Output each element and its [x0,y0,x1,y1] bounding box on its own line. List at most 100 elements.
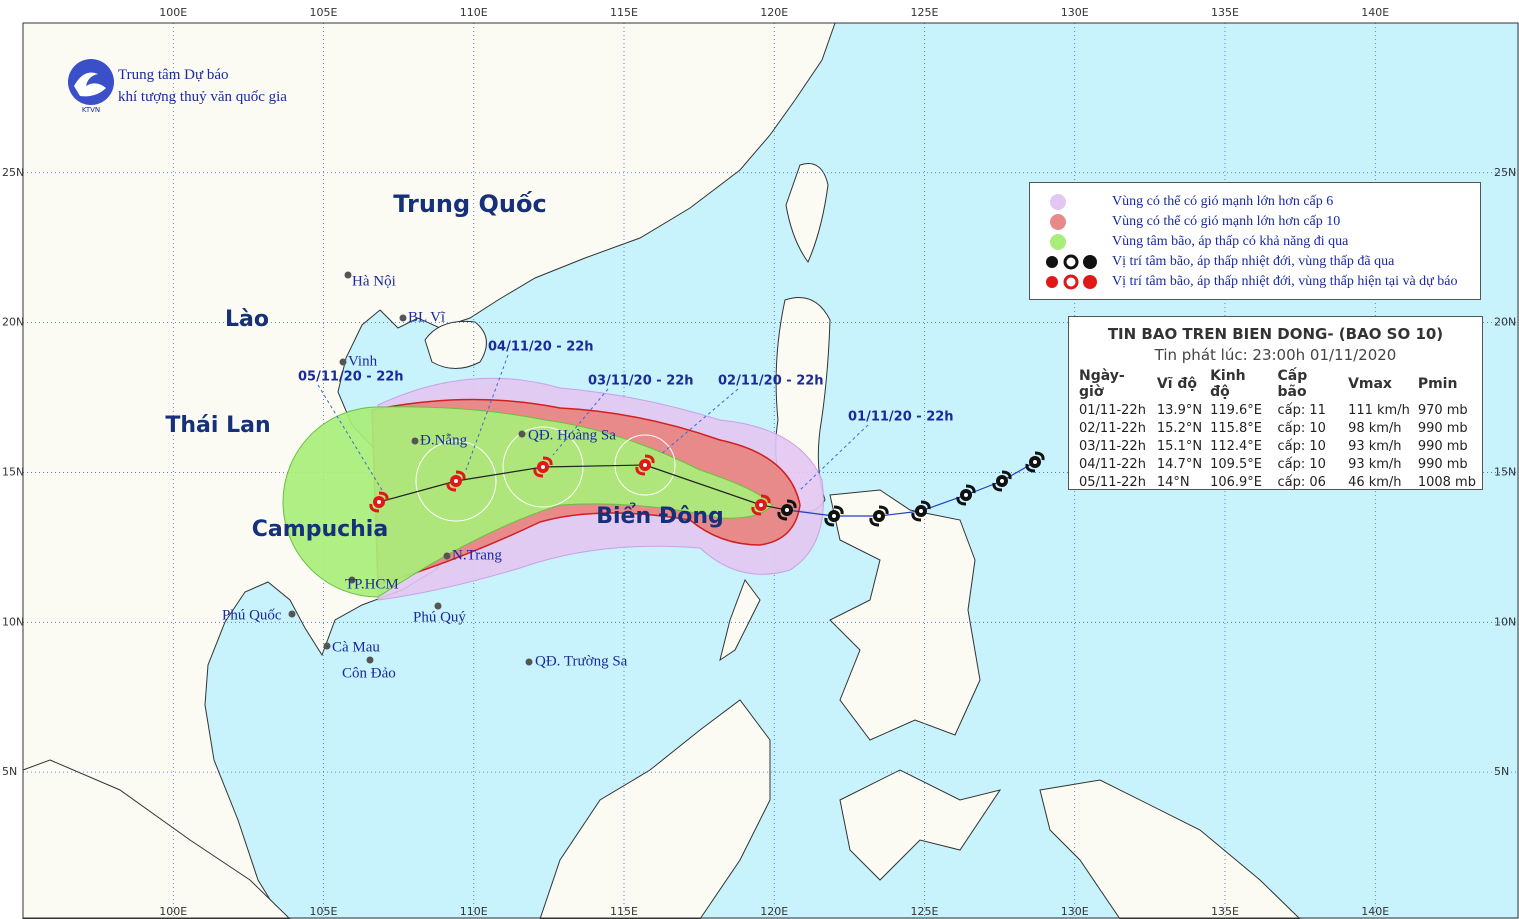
column-header: Ngày-giờ [1079,368,1125,400]
table-cell: 119.6°E [1210,403,1262,418]
legend-swatch [1046,274,1097,290]
land [719,578,761,662]
lon-tick-label: 100E [159,6,187,19]
table-row: 03/11-22h 15.1°N 112.4°E cấp: 10 93 km/h 990 … [1077,438,1482,456]
place-dot [411,437,419,445]
past-position-arm [777,499,797,521]
table-cell: cấp: 10 [1277,457,1326,472]
column-header: Cấp bão [1277,368,1308,400]
info-box: TIN BAO TREN BIEN DONG- (BAO SO 10) Tin … [1068,316,1483,490]
zone-track [282,406,773,598]
forecast-position-eye [541,465,545,469]
forecast-position [369,491,389,513]
forecast-position-eye [759,503,763,507]
lat-tick-label: 20N [2,316,24,329]
org-name: khí tượng thuỷ văn quốc gia [118,89,287,105]
time-stamp: 01/11/20 - 22h [848,410,954,425]
table-cell: 98 km/h [1348,421,1402,436]
time-stamp: 05/11/20 - 22h [298,370,404,385]
lat-tick-label: 25N [1494,166,1516,179]
lon-tick-label: 120E [760,6,788,19]
past-position [777,499,797,521]
place-dot [399,314,407,322]
column-header: Vmax [1348,376,1392,392]
table-cell: cấp: 10 [1277,439,1326,454]
logo: KTVN [68,59,114,114]
table-body: 01/11-22h 13.9°N 119.6°E cấp: 11 111 km/h 970… [1077,402,1482,492]
land [424,320,487,369]
legend-label: Vùng tâm bão, áp thấp có khả năng đi qua [1112,234,1349,249]
past-position-eye [964,493,968,497]
place-dot [434,602,442,610]
legend-swatch [1046,254,1097,270]
legend-item: Vị trí tâm bão, áp thấp nhiệt đới, vùng … [1040,252,1394,272]
lat-tick-label: 25N [2,166,24,179]
org-name: Trung tâm Dự báo [118,67,229,83]
country-label: Thái Lan [165,413,270,438]
lon-tick-label: 125E [911,905,939,918]
forecast-position-arm [635,454,655,476]
table-cell: 15.1°N [1156,439,1203,454]
past-position-eye [785,508,789,512]
table-cell: 01/11-22h [1079,403,1146,418]
legend-label: Vùng có thể có gió mạnh lớn hơn cấp 6 [1112,194,1334,209]
column-header: Vĩ độ [1156,376,1198,392]
lon-tick-label: 140E [1361,905,1389,918]
place-label: Hà Nội [352,273,396,289]
forecast-position-arm [533,456,553,478]
table-cell: 1008 mb [1417,475,1476,490]
past-position [911,500,931,522]
place-label: Côn Đảo [342,665,396,681]
land [829,489,981,741]
leader-line [552,388,609,456]
legend-label: Vị trí tâm bão, áp thấp nhiệt đới, vùng … [1112,254,1395,269]
land [1039,779,1301,919]
forecast-circle [502,426,584,508]
table-cell: 990 mb [1417,457,1468,472]
place-dot [348,576,356,584]
header-row: Ngày-giờ Vĩ độ Kinh độ Cấp bão Vmax Pmin [1077,368,1482,402]
lon-tick-label: 105E [310,6,338,19]
place-label: TP.HCM [345,576,399,592]
past-position-arm [911,500,931,522]
place-dot [366,656,374,664]
land [539,699,771,919]
table-cell: 93 km/h [1348,439,1402,454]
place-dot [288,610,296,618]
info-title: TIN BAO TREN BIEN DONG- (BAO SO 10) [1107,325,1444,343]
logo-text: KTVN [82,106,100,114]
forecast-position-eye [377,500,381,504]
info-table: Ngày-giờ Vĩ độ Kinh độ Cấp bão Vmax Pmin 01/11… [1077,368,1482,492]
table-cell: 14.7°N [1156,457,1203,472]
past-position-eye [877,514,881,518]
place-dot [323,642,331,650]
lat-tick-label: 10N [2,615,24,628]
lat-tick-label: 10N [1494,615,1516,628]
table-cell: 109.5°E [1210,457,1262,472]
table-cell: 93 km/h [1348,457,1402,472]
country-label: Biển Đông [596,503,724,529]
forecast-circle [415,440,497,522]
table-cell: 990 mb [1417,439,1468,454]
place-label: QĐ. Hoàng Sa [528,427,616,443]
forecast-position [635,454,655,476]
past-position [869,505,889,527]
table-row: 05/11-22h 14°N 106.9°E cấp: 06 46 km/h 1008 m… [1077,474,1482,492]
table-row: 04/11-22h 14.7°N 109.5°E cấp: 10 93 km/h 990 … [1077,456,1482,474]
past-position-eye [1000,479,1004,483]
legend-label: Vùng có thể có gió mạnh lớn hơn cấp 10 [1112,214,1341,229]
lon-tick-label: 110E [460,6,488,19]
legend-label: Vị trí tâm bão, áp thấp nhiệt đới, vùng … [1112,274,1458,289]
past-position-arm [1025,451,1045,473]
lon-tick-label: 130E [1061,905,1089,918]
place-label: Cà Mau [332,639,380,655]
leader-line [465,354,509,471]
lon-tick-label: 110E [460,905,488,918]
past-position-eye [1033,460,1037,464]
table-cell: 04/11-22h [1079,457,1146,472]
lat-tick-label: 15N [2,465,24,478]
legend-swatch [1050,233,1066,250]
leader-line [317,384,383,491]
column-header: Pmin [1417,376,1458,392]
lon-tick-label: 135E [1211,6,1239,19]
